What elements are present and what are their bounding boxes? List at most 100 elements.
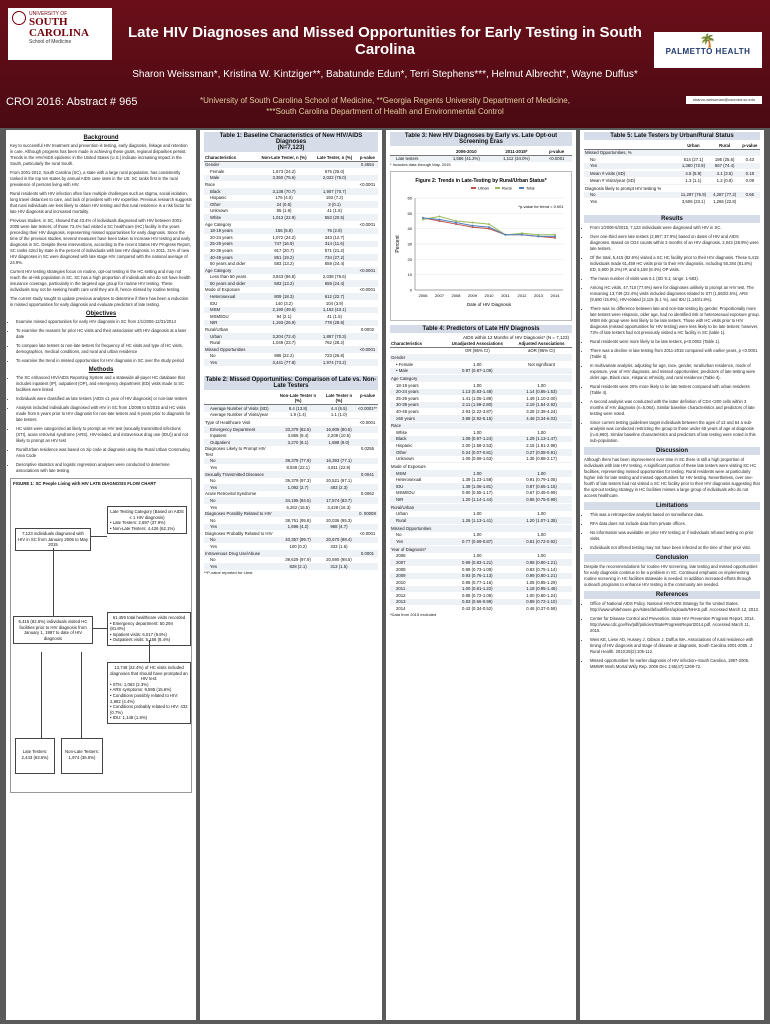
table-cell: Race [205,181,216,187]
table-cell: 20-24 years [210,234,233,240]
table-cell: 0.42 (0.34-0.52) [462,606,493,612]
results-heading: Results [584,214,760,223]
table-cell: 2010 [396,579,406,585]
y-tick-label: 50 [408,211,413,216]
method-item: Rural/Urban residence was based on zip c… [16,447,192,459]
table-cell [356,201,378,208]
table-cell: 6,262 (15.5) [286,504,310,510]
table-cell: 1,907 (70.7) [312,187,357,195]
table-row: 2007 0.99 (0.83-1.21) 0.98 (0.80-1.21) [390,559,572,566]
table-cell: 8,938 (22.1) [286,464,310,470]
table-cell: 0.95 (0.77-1.16) [462,579,493,585]
table-row: Age Category <0.0001 [204,221,378,228]
table-cell: 0.80 (0.55-1.17) [462,490,493,496]
y-tick-label: 40 [408,226,413,231]
table-row: Yes 8,938 (22.1) 4,811 (22.9) [204,464,378,471]
table-row: Black 3,138 (70.7) 1,907 (70.7) [204,187,378,195]
authors: Sharon Weissman*, Kristina W. Kintziger*… [132,69,638,80]
table-cell: 778 (28.8) [312,319,357,327]
table-header-cell [390,148,442,156]
table-cell: 583 (13.2) [274,261,294,267]
table-row: No 34,195 (84.5) 17,574 (83.7) [204,497,378,504]
table-cell: 195 (25.6) [714,156,735,162]
table-row: No 39,379 (97.3) 20,521 (97.1) [204,478,378,485]
flow-box-late-testers: Late Testers: 2,443 (63.6%) [15,738,55,774]
table-row: Sexually Transmitted Diseases 0.0041 [204,470,378,478]
poster-header: UNIVERSITY OF SOUTH CAROLINA School of M… [0,0,770,128]
table-cell: 985 (22.2) [274,353,294,359]
table-header-cell: Late Tester n (%) [320,392,357,405]
table-row: 30-39 years 917 (20.7) 571 (21.2) [204,247,378,254]
affil-line2: ***South Carolina Department of Health a… [266,107,504,116]
table-row: NIR 1,193 (26.9) 778 (28.8) [204,319,378,327]
table-row [204,418,378,420]
table-cell [357,543,378,550]
table-cell [739,162,760,170]
table-cell: 1.00 [473,429,482,435]
table-cell: 20,670 (98.4) [320,536,357,544]
table-cell: <0.0001 [359,419,376,425]
table-row: Missed Opportunities, % [584,149,760,157]
limitation-item: No information was available on prior HI… [590,530,760,542]
objectives-list: Examine missed opportunities for early H… [10,319,192,364]
table-cell: 1.20 (1.14-1.44) [443,496,511,503]
y-tick-label: 0 [410,288,413,293]
table-cell: 0.66 [739,191,760,199]
table-cell: Diagnosis likely to prompt HIV testing % [585,185,662,191]
table-cell: 1,193 (26.9) [255,319,313,327]
table-header-cell: Late Tester, n (%) [312,154,357,162]
table-cell: Diagnoses Possibly Related to HIV [204,510,276,518]
table-row: Diagnoses Likely to Prompt HIV Test 0.025… [204,446,378,458]
table-row: Mode of Exposure [390,463,572,470]
table-cell: 0.86 (0.75-0.99) [511,496,572,503]
table-cell: <0.0001 [356,346,378,353]
table-cell: 2009 [390,572,444,580]
discussion-text: Although there has been improvement over… [584,456,760,498]
fb5d: • Conditions probably related to HIV: 43… [110,704,188,715]
table-cell [356,536,378,544]
data-point [455,223,457,226]
table3: 2006-2010 2011-2015* p-value Late testers 1,… [390,148,572,163]
table-row: 2011 1.00 (0.81-1.22) 1.18 (0.95-1.46) [390,585,572,593]
table-cell [511,354,572,361]
table-cell: 313 (1.5) [320,563,357,570]
table-cell [255,346,313,353]
limitation-item: Individuals not offered testing may not … [590,545,760,551]
table-row: No 40,357 (99.7) 20,670 (98.4) [204,536,378,544]
table-cell: Emergency Department [204,425,276,433]
table-cell: 1.2 (0.8) [716,177,733,183]
affil-line1: *University of South Carolina School of … [200,96,570,105]
table-cell: 1,092 (2.7) [275,484,321,491]
table-cell: No [210,478,216,484]
data-point [554,237,556,240]
data-point [537,233,540,236]
table-cell: 1,673 (24.2) [272,168,296,174]
table-cell: Other [390,449,444,456]
table-row [584,183,760,185]
table-cell: 16,393 (77.1) [320,457,357,465]
data-point [488,226,490,229]
limitation-item: This was a retrospective analysis based … [590,512,760,518]
flow-chart-title: FIGURE 1: SC People Living with HIV LATE… [13,481,157,486]
table-cell: 314 (11.6) [312,240,357,248]
table-row: 30-39 years 2.11 (1.59-2.80) 2.19 (1.64-2.… [390,401,572,409]
table-cell: Rural/Urban [205,327,229,333]
table-cell: NIR [390,496,444,503]
table-cell [357,300,378,307]
table-cell [356,280,378,287]
table-row: Urban 1.00 1.00 [390,511,572,518]
table-cell [356,484,378,491]
table-cell: Mode of Exposure [391,464,426,470]
table-cell: Hispanic [210,195,227,201]
data-point [455,220,457,223]
table-row: 2013 0.83 (0.66-0.99) 0.89 (0.72-1.10) [390,598,572,606]
table-cell: No [204,497,276,504]
table-cell: Black [204,187,256,195]
table-cell: NIR [204,319,256,327]
table-header-cell [584,142,678,150]
table-cell: Unknown [210,208,228,214]
table-cell: <0.0001 [359,181,376,187]
table-row: 2006 1.00 1.00 [390,553,572,560]
table-cell: 1.09 (0.97-1.24) [443,435,511,443]
table-cell: 85 (1.9) [276,208,292,214]
